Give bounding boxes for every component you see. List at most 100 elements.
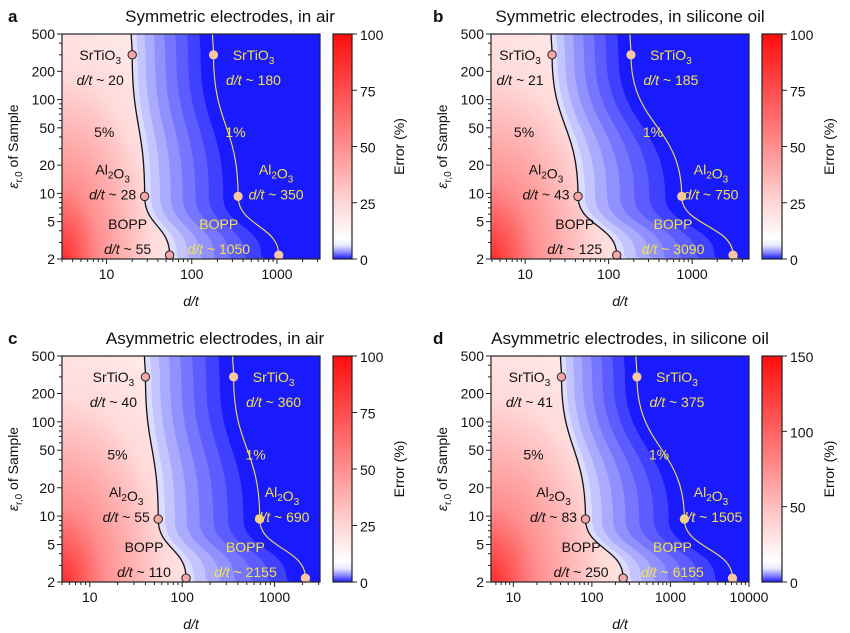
colorbar-tick-label: 100	[790, 27, 814, 43]
y-tick-label: 5	[476, 536, 484, 552]
colorbar-label: Error (%)	[391, 118, 407, 175]
colorbar-gradient	[332, 355, 353, 583]
x-tick-label: 1000	[677, 266, 708, 282]
contour-label-1: 1%	[245, 446, 265, 462]
material-label: BOPP	[562, 539, 601, 555]
marker-5pct-bopp	[612, 250, 622, 260]
dt-value-label: d/t ~ 690	[255, 509, 310, 525]
marker-1pct-bopp	[274, 250, 284, 260]
colorbar-tick-label: 50	[360, 462, 376, 478]
dt-value-label: d/t ~ 6155	[641, 564, 704, 580]
contour-label-1: 1%	[649, 446, 669, 462]
dt-value-label: d/t ~ 110	[117, 564, 171, 580]
dt-value-label: d/t ~ 360	[246, 394, 301, 410]
colorbar-tick-label: 75	[790, 83, 806, 99]
marker-1pct-srtio3	[229, 372, 239, 382]
panel-label: a	[8, 7, 18, 26]
y-tick-label: 500	[461, 26, 485, 42]
material-label: SrTiO3	[650, 47, 692, 67]
y-tick-label: 10	[39, 185, 55, 201]
x-tick-label: 100	[180, 266, 204, 282]
colorbar-gradient	[761, 33, 783, 260]
plot-frame	[490, 33, 750, 260]
colorbar-tick-label: 0	[790, 252, 798, 268]
y-tick-label: 20	[468, 480, 484, 496]
dt-value-label: d/t ~ 350	[249, 186, 304, 202]
dt-value-label: d/t ~ 375	[650, 394, 705, 410]
y-tick-label: 20	[468, 157, 484, 173]
dt-value-label: d/t ~ 185	[643, 72, 698, 88]
material-label: BOPP	[108, 216, 147, 232]
contour-label-5: 5%	[107, 446, 127, 462]
colorbar-tick-label: 75	[360, 83, 376, 99]
panel-title: Symmetric electrodes, in silicone oil	[495, 7, 764, 26]
colorbar-tick-label: 150	[790, 349, 814, 365]
y-tick-label: 20	[39, 480, 55, 496]
colorbar-tick-label: 100	[360, 27, 384, 43]
dt-value-label: d/t ~ 125	[547, 241, 602, 257]
material-label: Al2O3	[536, 484, 571, 508]
colorbar-tick-label: 100	[790, 424, 814, 440]
y-axis-label: εr,0 of Sample	[5, 427, 25, 511]
marker-1pct-bopp	[300, 573, 311, 583]
marker-1pct-bopp	[728, 250, 738, 260]
material-label: SrTiO3	[499, 47, 541, 67]
dt-value-label: d/t ~ 28	[89, 186, 136, 202]
material-label: Al2O3	[95, 161, 130, 185]
dt-value-label: d/t ~ 55	[103, 509, 150, 525]
material-label: SrTiO3	[656, 369, 698, 389]
panel-title: Symmetric electrodes, in air	[125, 7, 335, 26]
colorbar-label: Error (%)	[821, 441, 837, 498]
material-label: Al2O3	[694, 484, 729, 508]
dt-value-label: d/t ~ 1050	[187, 241, 250, 257]
material-label: Al2O3	[529, 161, 564, 185]
material-label: Al2O3	[694, 161, 729, 185]
y-tick-label: 10	[468, 508, 484, 524]
material-label: BOPP	[555, 216, 594, 232]
colorbar-tick-label: 0	[360, 252, 368, 268]
colorbar-tick-label: 50	[360, 140, 376, 156]
colorbar: 0 50 100 150 Error (%)	[761, 349, 837, 591]
material-label: BOPP	[199, 216, 238, 232]
y-tick-label: 200	[32, 63, 56, 79]
y-tick-label: 2	[47, 251, 55, 267]
contour-label-1: 1%	[225, 124, 245, 140]
x-axis-label: d/t	[612, 616, 629, 632]
dt-value-label: d/t ~ 21	[496, 72, 543, 88]
high-error-region	[491, 356, 628, 582]
marker-1pct-al2o3	[677, 191, 687, 201]
marker-1pct-al2o3	[255, 514, 265, 524]
material-label: BOPP	[654, 216, 693, 232]
colorbar: 0 25 50 75 100 Error (%)	[332, 27, 407, 268]
marker-5pct-bopp	[618, 573, 628, 583]
marker-1pct-srtio3	[632, 372, 642, 382]
heatmap	[491, 356, 749, 582]
marker-5pct-bopp	[164, 250, 175, 260]
material-label: SrTiO3	[93, 369, 135, 389]
y-tick-label: 5	[47, 536, 55, 552]
colorbar-gradient	[761, 355, 783, 583]
colorbar-tick-label: 50	[790, 500, 806, 516]
marker-5pct-al2o3	[580, 514, 591, 524]
marker-5pct-bopp	[181, 573, 191, 583]
x-axis-label: d/t	[183, 616, 200, 632]
x-tick-label: 1000	[259, 589, 290, 605]
high-error-region	[62, 356, 190, 582]
marker-5pct-srtio3	[547, 50, 557, 60]
y-axis-label: εr,0 of Sample	[5, 104, 25, 188]
x-axis-label: d/t	[612, 293, 629, 309]
material-label: BOPP	[226, 539, 265, 555]
plot-frame	[61, 33, 321, 260]
marker-5pct-srtio3	[556, 372, 567, 382]
y-tick-label: 500	[32, 26, 56, 42]
dt-value-label: d/t ~ 250	[554, 564, 609, 580]
marker-1pct-bopp	[727, 573, 738, 583]
y-tick-label: 2	[47, 574, 55, 590]
panel-title: Asymmetric electrodes, in air	[106, 329, 325, 348]
panel-title: Asymmetric electrodes, in silicone oil	[491, 329, 769, 348]
x-tick-label: 10	[517, 266, 533, 282]
marker-5pct-al2o3	[573, 191, 583, 202]
